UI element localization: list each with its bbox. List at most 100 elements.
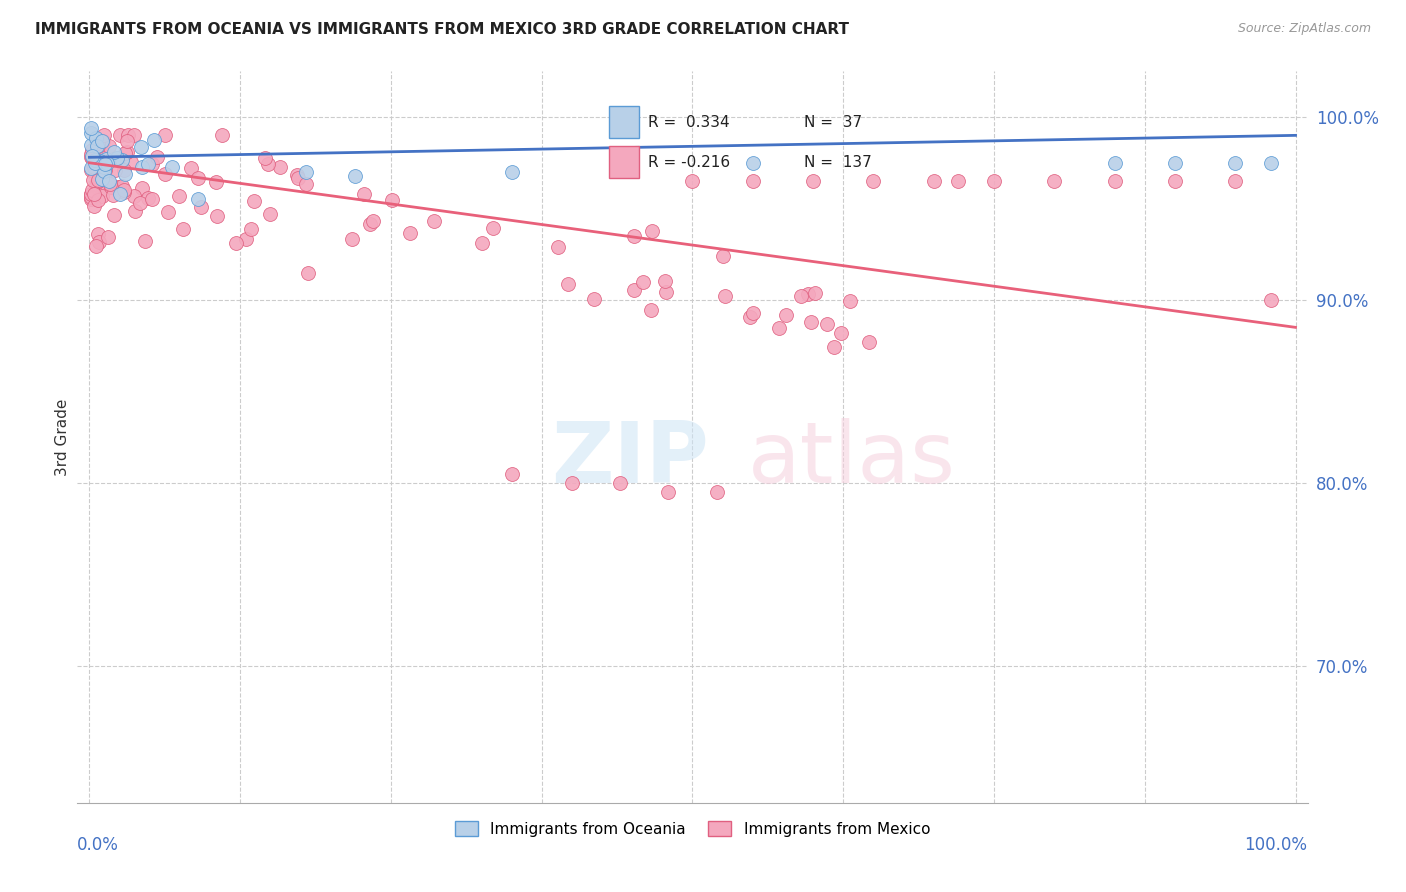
- Point: [131, 140, 153, 154]
- Point: [114, 145, 136, 160]
- Point: [1104, 155, 1126, 169]
- Point: [90, 157, 112, 171]
- Point: [84, 239, 107, 253]
- Point: [1225, 155, 1247, 169]
- Point: [80, 144, 103, 158]
- Point: [107, 180, 129, 194]
- Point: [105, 151, 128, 165]
- Point: [134, 234, 156, 248]
- Point: [471, 236, 494, 251]
- Point: [84, 130, 107, 145]
- Point: [162, 160, 184, 174]
- Point: [353, 186, 375, 201]
- Text: atlas: atlas: [748, 417, 956, 500]
- Point: [103, 145, 125, 159]
- Point: [294, 177, 316, 191]
- Point: [361, 214, 384, 228]
- Point: [82, 173, 104, 187]
- Point: [657, 484, 679, 499]
- Point: [862, 174, 884, 188]
- Point: [741, 174, 763, 188]
- Text: 100.0%: 100.0%: [1244, 836, 1308, 854]
- Point: [713, 249, 735, 263]
- Point: [108, 182, 131, 196]
- Point: [94, 163, 117, 178]
- Point: [1225, 174, 1247, 188]
- Point: [115, 145, 138, 159]
- Point: [79, 192, 101, 206]
- Point: [97, 177, 120, 191]
- Point: [83, 186, 105, 201]
- Point: [91, 189, 114, 203]
- Point: [117, 128, 139, 143]
- Point: [259, 207, 281, 221]
- Point: [641, 224, 664, 238]
- Point: [93, 128, 115, 143]
- Point: [631, 275, 654, 289]
- Point: [557, 277, 579, 291]
- Point: [582, 292, 605, 306]
- Point: [110, 128, 132, 143]
- Point: [983, 174, 1005, 188]
- Point: [79, 186, 101, 201]
- Point: [609, 475, 631, 490]
- Point: [141, 192, 163, 206]
- Point: [80, 152, 103, 166]
- Point: [381, 193, 404, 207]
- Point: [655, 285, 678, 300]
- Point: [79, 189, 101, 203]
- Point: [172, 221, 194, 235]
- Point: [359, 217, 381, 231]
- Point: [1043, 174, 1066, 188]
- Point: [482, 221, 505, 235]
- Y-axis label: 3rd Grade: 3rd Grade: [55, 399, 70, 475]
- Point: [640, 302, 662, 317]
- Point: [1260, 155, 1282, 169]
- Point: [98, 177, 121, 191]
- Point: [86, 173, 108, 187]
- Point: [110, 178, 132, 193]
- Point: [682, 174, 704, 188]
- Point: [93, 164, 115, 178]
- Point: [112, 183, 135, 197]
- Point: [80, 183, 103, 197]
- Point: [79, 146, 101, 161]
- Point: [738, 310, 761, 324]
- Point: [80, 126, 103, 140]
- Point: [93, 182, 115, 196]
- Point: [115, 134, 138, 148]
- Point: [80, 137, 103, 152]
- Point: [922, 174, 945, 188]
- Point: [399, 226, 422, 240]
- Point: [1164, 155, 1187, 169]
- Point: [501, 165, 523, 179]
- Point: [80, 161, 103, 175]
- Point: [153, 167, 176, 181]
- Point: [946, 174, 969, 188]
- Point: [136, 191, 159, 205]
- Point: [225, 236, 247, 251]
- Point: [823, 340, 845, 354]
- Point: [801, 174, 824, 188]
- Point: [131, 181, 153, 195]
- Point: [254, 151, 277, 165]
- Point: [285, 169, 308, 183]
- Point: [831, 326, 853, 340]
- Point: [86, 138, 108, 153]
- Point: [1104, 174, 1126, 188]
- Point: [187, 171, 209, 186]
- Text: ZIP: ZIP: [551, 417, 709, 500]
- Point: [131, 160, 153, 174]
- Point: [98, 139, 121, 153]
- Point: [87, 174, 110, 188]
- Point: [84, 156, 107, 170]
- Point: [80, 150, 103, 164]
- Point: [98, 174, 121, 188]
- Point: [87, 136, 110, 150]
- Point: [547, 240, 569, 254]
- Point: [86, 163, 108, 178]
- Point: [858, 334, 880, 349]
- Point: [100, 180, 122, 194]
- Point: [112, 185, 135, 199]
- Point: [103, 208, 125, 222]
